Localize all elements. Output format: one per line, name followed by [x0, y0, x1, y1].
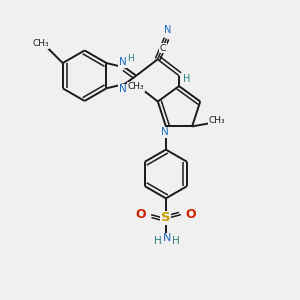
Text: CH₃: CH₃ — [128, 82, 144, 91]
Text: H: H — [172, 236, 180, 246]
Text: O: O — [136, 208, 146, 221]
Text: CH₃: CH₃ — [208, 116, 225, 125]
Text: O: O — [186, 208, 196, 221]
Text: N: N — [160, 128, 168, 137]
Text: H: H — [183, 74, 190, 84]
Text: N: N — [119, 57, 126, 67]
Text: H: H — [127, 53, 134, 62]
Text: H: H — [154, 236, 161, 246]
Text: N: N — [119, 84, 126, 94]
Text: C: C — [160, 44, 166, 53]
Text: S: S — [161, 211, 171, 224]
Text: N: N — [164, 25, 172, 35]
Text: N: N — [163, 233, 172, 244]
Text: CH₃: CH₃ — [32, 39, 49, 48]
